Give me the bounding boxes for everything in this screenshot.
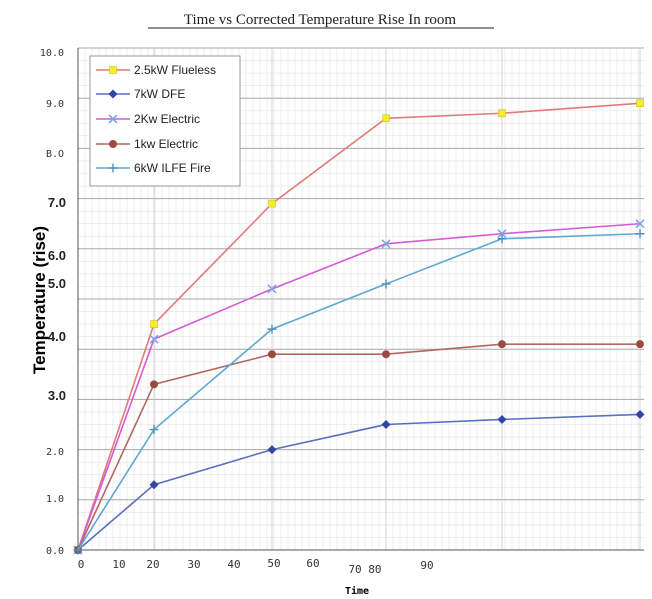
data-point (267, 324, 277, 334)
data-point (381, 239, 391, 249)
x-tick-label: 60 (306, 557, 319, 570)
data-point (635, 219, 645, 229)
series-4 (74, 340, 644, 554)
legend-item: 1kw Electric (96, 137, 198, 151)
x-tick-label: 20 (146, 558, 159, 571)
x-axis-label: Time (345, 585, 369, 597)
y-tick-label: 5.0 (48, 276, 66, 291)
data-point (635, 229, 645, 239)
data-point (636, 99, 644, 108)
legend-item: 2Kw Electric (96, 112, 200, 126)
chart-title: Time vs Corrected Temperature Rise In ro… (184, 12, 457, 28)
series-line (77, 102, 641, 551)
series-5 (73, 229, 645, 555)
x-tick-label: 40 (227, 558, 240, 571)
data-point (109, 66, 117, 74)
series-layer (73, 99, 645, 555)
y-tick-label: 6.0 (48, 248, 66, 263)
y-tick-label: 7.0 (48, 195, 66, 210)
data-point (149, 480, 159, 490)
y-tick-label: 4.0 (48, 329, 66, 344)
x-tick-label: 0 (78, 558, 85, 571)
y-tick-label: 1.0 (46, 494, 64, 505)
x-tick-label: 50 (267, 557, 280, 570)
data-point (108, 89, 118, 99)
series-line (77, 413, 641, 551)
data-point (267, 445, 277, 455)
legend-label: 7kW DFE (134, 87, 185, 101)
data-point (497, 414, 507, 424)
data-point (381, 279, 391, 289)
y-tick-label: 2.0 (46, 447, 64, 458)
legend-label: 2.5kW Flueless (134, 63, 216, 77)
data-point (267, 284, 277, 294)
legend-item: 2.5kW Flueless (96, 63, 216, 77)
series-line (77, 222, 641, 551)
data-point (268, 350, 276, 359)
data-point (150, 320, 158, 328)
x-tick-labels: 0 10 20 30 40 50 60 70 80 90 (78, 557, 434, 576)
data-point (635, 409, 645, 419)
data-point (109, 140, 117, 148)
y-tick-labels: 0.0 1.0 2.0 3.0 4.0 5.0 6.0 7.0 B.O 9.0 10.0 (40, 48, 66, 557)
data-point (108, 114, 118, 124)
x-tick-label: 90 (420, 559, 433, 572)
legend-label: 1kw Electric (134, 137, 198, 151)
y-tick-label: 3.0 (48, 388, 66, 403)
data-point (108, 163, 118, 173)
series-1 (74, 99, 644, 554)
data-point (498, 109, 506, 118)
legend-item: 7kW DFE (96, 87, 185, 101)
data-point (382, 350, 390, 359)
legend: 2.5kW Flueless 7kW DFE 2Kw Electric 1kw Ele… (89, 55, 241, 187)
legend-item: 6kW ILFE Fire (96, 161, 211, 175)
data-point (497, 229, 507, 239)
data-point (150, 380, 158, 389)
series-line (77, 343, 640, 551)
y-tick-label: 10.0 (40, 48, 64, 59)
data-point (498, 340, 506, 349)
data-point (149, 425, 159, 435)
y-tick-label: B.O (46, 149, 64, 160)
data-point (73, 545, 83, 555)
plot-area (77, 47, 644, 551)
data-point (381, 420, 391, 429)
legend-label: 2Kw Electric (134, 112, 200, 126)
y-tick-label: 0.0 (46, 546, 64, 557)
series-line (77, 232, 641, 551)
data-point (268, 199, 276, 208)
x-tick-label: 30 (187, 558, 200, 571)
y-tick-label: 9.0 (46, 99, 64, 110)
data-point (497, 234, 507, 244)
x-tick-label: 70 80 (348, 563, 381, 576)
x-tick-label: 10 (112, 558, 125, 571)
data-point (636, 340, 644, 349)
y-axis-label: Temperature (rise) (30, 226, 49, 374)
legend-label: 6kW ILFE Fire (134, 161, 211, 175)
data-point (149, 334, 159, 344)
data-point (382, 114, 390, 123)
